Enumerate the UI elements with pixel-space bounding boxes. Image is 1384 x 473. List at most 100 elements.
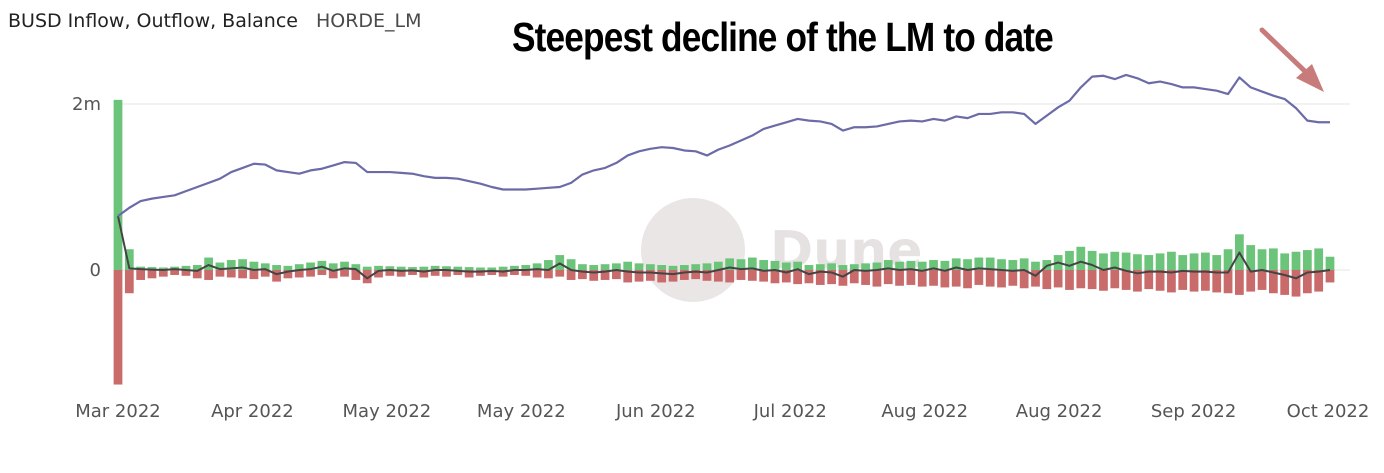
inflow-bar-30 — [453, 266, 463, 270]
inflow-bar-55 — [736, 259, 746, 270]
inflow-bar-56 — [747, 257, 757, 270]
outflow-bar-80 — [1019, 270, 1029, 289]
outflow-bar-31 — [464, 270, 474, 278]
inflow-bar-105 — [1302, 250, 1312, 270]
inflow-bar-72 — [929, 260, 938, 270]
inflow-bar-16 — [294, 264, 304, 270]
inflow-bar-43 — [600, 264, 610, 270]
inflow-bar-88 — [1110, 251, 1120, 270]
inflow-bar-61 — [804, 265, 814, 270]
outflow-bar-46 — [634, 270, 644, 282]
inflow-bar-78 — [997, 259, 1006, 270]
inflow-bar-11 — [238, 259, 247, 270]
inflow-bar-4 — [158, 267, 168, 270]
inflow-bar-0 — [113, 99, 123, 270]
net-flow-line — [117, 215, 1331, 280]
inflow-bar-38 — [544, 260, 553, 270]
inflow-bar-77 — [985, 257, 995, 270]
outflow-bar-62 — [815, 270, 825, 285]
inflow-bar-34 — [498, 266, 508, 270]
outflow-bar-75 — [963, 270, 972, 289]
outflow-bar-42 — [589, 270, 599, 281]
outflow-bar-18 — [317, 270, 327, 275]
inflow-bar-107 — [1325, 256, 1335, 270]
inflow-bar-7 — [192, 265, 202, 270]
inflow-bar-32 — [476, 267, 485, 270]
y-tick-label-1: 0 — [90, 260, 101, 281]
inflow-bar-84 — [1065, 250, 1074, 270]
outflow-bar-60 — [793, 270, 802, 285]
outflow-bar-89 — [1121, 270, 1131, 290]
inflow-bar-23 — [374, 265, 383, 270]
inflow-bar-63 — [827, 263, 836, 270]
inflow-bar-58 — [770, 260, 780, 270]
inflow-bar-92 — [1155, 253, 1165, 270]
outflow-bar-92 — [1155, 270, 1165, 291]
inflow-bar-101 — [1257, 249, 1267, 270]
outflow-bar-27 — [419, 270, 429, 278]
x-tick-label-3: May 2022 — [477, 401, 566, 422]
outflow-bar-85 — [1076, 270, 1086, 289]
x-axis: Mar 2022 Apr 2022 May 2022 May 2022 Jun 2022… — [75, 401, 1369, 422]
inflow-bar-102 — [1268, 248, 1278, 270]
outflow-bar-99 — [1235, 270, 1244, 295]
inflow-bar-18 — [317, 260, 327, 270]
outflow-bar-72 — [929, 270, 938, 286]
outflow-bar-96 — [1201, 270, 1210, 291]
inflow-bar-85 — [1076, 246, 1086, 270]
inflow-bar-51 — [691, 264, 701, 270]
x-tick-label-7: Aug 2022 — [1016, 401, 1103, 422]
inflow-bar-57 — [759, 260, 769, 270]
outflow-bar-20 — [340, 270, 349, 277]
outflow-bar-43 — [600, 270, 610, 280]
inflow-bar-8 — [204, 257, 213, 270]
outflow-bar-11 — [238, 270, 247, 279]
y-axis: 2m 0 — [72, 94, 101, 281]
outflow-bar-5 — [170, 270, 180, 275]
inflow-bar-44 — [612, 263, 621, 270]
inflow-bar-42 — [589, 265, 599, 270]
inflow-bar-89 — [1121, 252, 1131, 270]
outflow-bar-103 — [1280, 270, 1290, 295]
outflow-bar-6 — [181, 270, 191, 276]
outflow-bar-98 — [1223, 270, 1233, 294]
inflow-bar-54 — [725, 258, 735, 270]
inflow-bar-94 — [1178, 255, 1188, 270]
annotation-text: Steepest decline of the LM to date — [512, 14, 1054, 60]
annotation-arrow — [1259, 27, 1324, 92]
outflow-bar-73 — [940, 270, 950, 288]
outflow-bar-23 — [374, 270, 383, 278]
inflow-bar-29 — [442, 266, 451, 270]
outflow-bar-100 — [1246, 270, 1256, 292]
outflow-bar-1 — [124, 270, 134, 294]
inflow-bar-70 — [906, 260, 916, 270]
outflow-bar-105 — [1302, 270, 1312, 294]
outflow-bar-88 — [1110, 270, 1120, 289]
inflow-bar-62 — [815, 264, 825, 270]
outflow-bar-48 — [657, 270, 667, 283]
inflow-bar-37 — [532, 263, 542, 270]
outflow-bar-2 — [136, 270, 146, 280]
inflow-bar-40 — [566, 259, 576, 270]
outflow-bar-13 — [260, 270, 270, 277]
outflow-bar-28 — [430, 270, 440, 276]
outflow-bar-93 — [1167, 270, 1176, 293]
inflow-bar-17 — [306, 262, 315, 270]
inflow-bar-64 — [838, 265, 848, 270]
outflow-bar-94 — [1178, 270, 1188, 290]
inflow-bar-24 — [385, 266, 395, 270]
inflow-bar-86 — [1087, 250, 1097, 270]
inflow-bar-25 — [396, 266, 406, 270]
outflow-bar-32 — [476, 270, 485, 276]
inflow-bar-26 — [408, 267, 417, 270]
outflow-bar-67 — [872, 270, 882, 287]
inflow-bar-60 — [793, 261, 802, 270]
inflow-bar-59 — [781, 262, 791, 270]
outflow-bar-57 — [759, 270, 769, 282]
outflow-bar-44 — [612, 270, 621, 280]
outflow-bar-15 — [283, 270, 293, 279]
inflow-bar-74 — [951, 258, 961, 270]
inflow-bar-48 — [657, 265, 667, 270]
inflow-bar-80 — [1019, 258, 1029, 270]
outflow-bar-64 — [838, 270, 848, 286]
